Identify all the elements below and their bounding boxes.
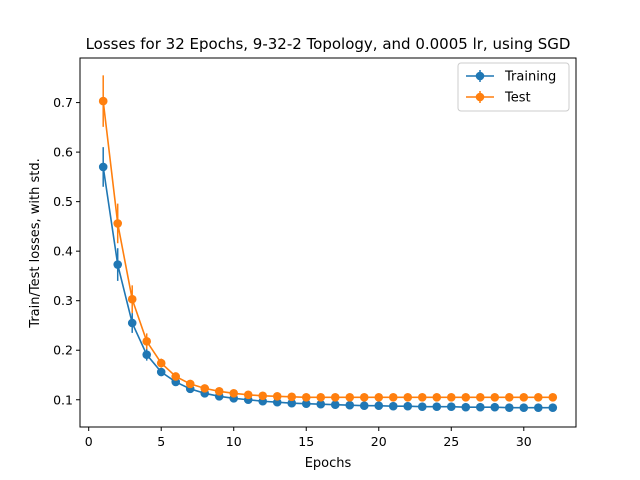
data-point (258, 391, 268, 401)
data-point (345, 400, 355, 410)
data-point (229, 389, 239, 398)
data-point (490, 392, 500, 402)
legend-label: Training (504, 70, 556, 85)
x-axis: 0 5 10 15 20 25 30 (85, 427, 532, 449)
data-point (98, 162, 108, 172)
data-point (330, 400, 340, 410)
data-point (475, 402, 485, 412)
x-axis-label: Epochs (305, 456, 352, 471)
data-point (272, 391, 282, 401)
data-point (548, 403, 558, 412)
data-point (548, 392, 558, 402)
data-point (156, 358, 166, 368)
data-point (461, 402, 471, 412)
chart-title: Losses for 32 Epochs, 9-32-2 Topology, a… (86, 35, 571, 53)
data-point (533, 392, 543, 402)
legend-box (457, 62, 570, 112)
series-test (98, 75, 558, 402)
data-point (519, 403, 529, 412)
data-point (287, 392, 297, 402)
data-point (403, 392, 413, 402)
data-point (432, 402, 442, 411)
x-tick-label: 25 (443, 434, 459, 449)
data-point (301, 392, 311, 402)
data-point (156, 367, 166, 377)
data-point (127, 294, 137, 304)
series-line (102, 100, 553, 399)
data-point (388, 401, 398, 411)
x-tick-label: 10 (226, 434, 242, 449)
x-tick-label: 5 (157, 434, 165, 449)
legend-marker (475, 71, 485, 81)
data-point (113, 219, 123, 228)
data-point (417, 392, 427, 402)
y-tick-label: 0.4 (53, 244, 73, 259)
y-tick-label: 0.1 (53, 392, 73, 407)
y-axis-label: Train/Test losses, with std. (28, 158, 43, 328)
data-point (113, 260, 123, 269)
legend-marker (475, 92, 485, 102)
data-point (98, 96, 108, 106)
data-point (432, 392, 442, 402)
data-point (243, 390, 253, 400)
x-tick-label: 20 (371, 434, 387, 449)
y-tick-label: 0.6 (53, 145, 73, 160)
data-point (301, 399, 311, 409)
data-point (142, 350, 152, 359)
y-tick-label: 0.7 (53, 95, 73, 110)
data-point (316, 399, 326, 409)
legend: Training Test (457, 62, 570, 112)
x-tick-label: 30 (516, 434, 532, 449)
data-point (403, 401, 413, 411)
series-training (98, 147, 558, 412)
legend-item-training: Training (466, 70, 556, 85)
x-tick-label: 0 (85, 434, 93, 449)
data-point (504, 392, 514, 402)
x-tick-label: 15 (298, 434, 314, 449)
data-point (504, 403, 514, 412)
data-point (185, 379, 195, 389)
axes-frame (79, 57, 577, 428)
y-tick-label: 0.3 (53, 293, 73, 308)
data-point (359, 392, 369, 402)
legend-item-test: Test (466, 91, 531, 106)
data-point (345, 392, 355, 402)
data-point (446, 392, 456, 402)
data-point (200, 384, 210, 393)
data-point (388, 392, 398, 402)
data-point (475, 392, 485, 402)
data-point (214, 387, 224, 396)
data-point (374, 392, 384, 402)
data-point (330, 392, 340, 402)
data-point (316, 392, 326, 402)
data-point (519, 392, 529, 402)
y-axis: 0.1 0.2 0.3 0.4 0.5 0.6 0.7 (53, 95, 80, 407)
data-point (461, 392, 471, 402)
data-point (272, 397, 282, 407)
data-point (446, 402, 456, 411)
data-point (533, 403, 543, 412)
data-point (171, 372, 181, 381)
data-point (127, 318, 137, 328)
y-tick-label: 0.2 (53, 343, 73, 358)
data-point (417, 402, 427, 411)
data-point (359, 401, 369, 411)
plot-area (98, 75, 558, 412)
data-point (142, 337, 152, 346)
data-point (374, 401, 384, 411)
y-tick-label: 0.5 (53, 194, 73, 209)
data-point (287, 398, 297, 408)
legend-label: Test (504, 91, 531, 106)
data-point (490, 402, 500, 412)
